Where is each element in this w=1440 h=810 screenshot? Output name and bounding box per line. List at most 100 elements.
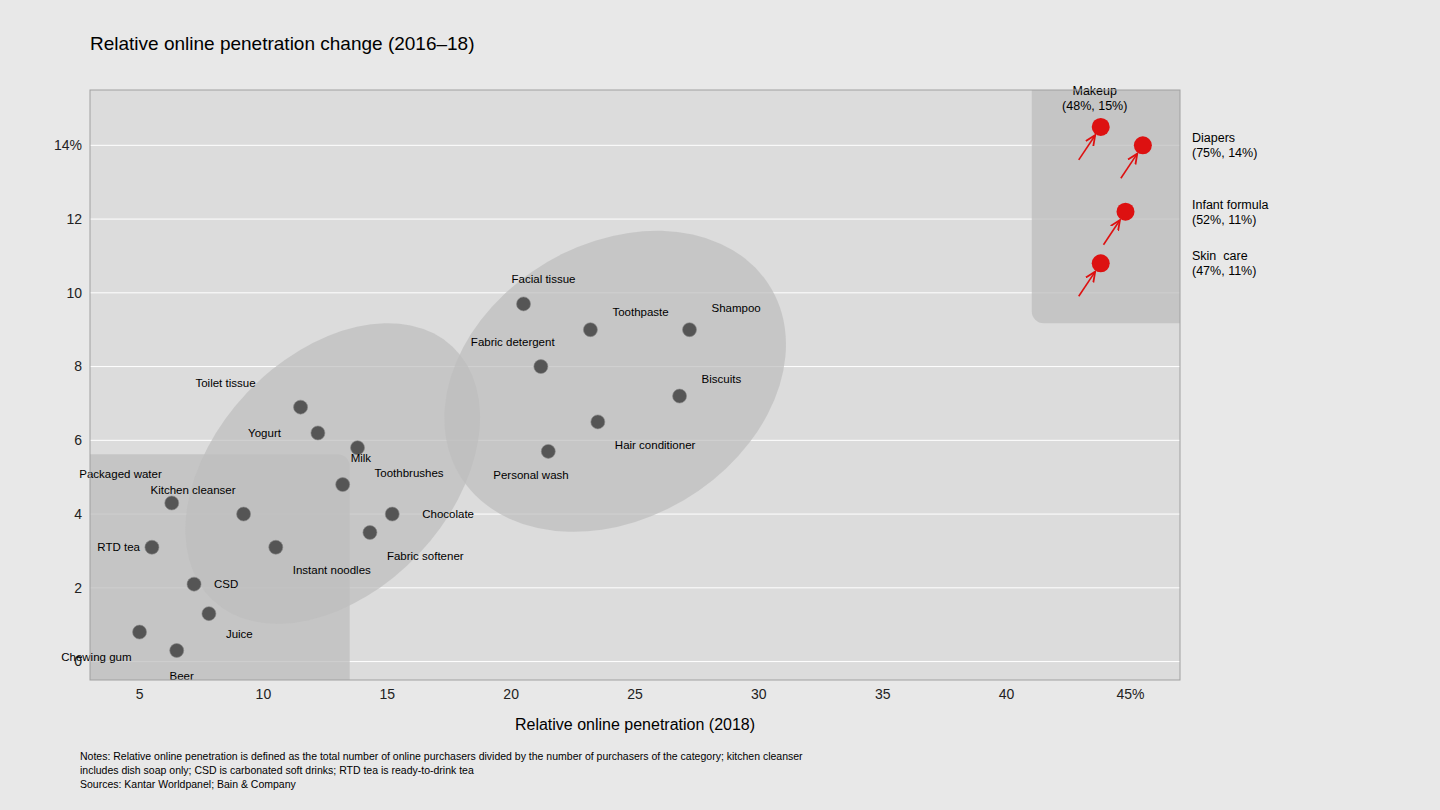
x-tick-label: 35 — [875, 686, 891, 702]
point — [294, 400, 308, 414]
text-line: 20 — [503, 686, 519, 702]
text-line: Milk — [351, 452, 372, 464]
cluster — [156, 264, 510, 680]
chart: 02468101214%51015202530354045%Chewing gu… — [0, 0, 1440, 810]
point-label: Shampoo — [712, 302, 761, 314]
point-label: Chocolate — [422, 508, 474, 520]
text-line: Toilet tissue — [195, 377, 255, 389]
text-line: 2 — [74, 580, 82, 596]
text-line: Toothbrushes — [375, 467, 444, 479]
x-tick-label: 30 — [751, 686, 767, 702]
point — [541, 444, 555, 458]
point-labels: Chewing gumBeerJuiceCSDRTD teaPackaged w… — [61, 84, 1268, 682]
point — [673, 389, 687, 403]
point-label: Juice — [226, 628, 253, 640]
y-tick-label: 4 — [74, 506, 82, 522]
point-label: Packaged water — [79, 468, 162, 480]
background — [0, 0, 1440, 810]
arrow — [1079, 272, 1095, 297]
point-label: Facial tissue — [512, 273, 576, 285]
point-label: Toothpaste — [612, 306, 668, 318]
plot-area — [90, 90, 1180, 680]
y-tick-label: 6 — [74, 432, 82, 448]
text-line: Instant noodles — [293, 564, 371, 576]
text-line: Makeup — [1072, 84, 1117, 98]
point — [583, 323, 597, 337]
text-line: Chocolate — [422, 508, 474, 520]
point-label: Biscuits — [702, 373, 742, 385]
y-tick-label: 8 — [74, 358, 82, 374]
x-tick-label: 20 — [503, 686, 519, 702]
point-label: Kitchen cleanser — [151, 484, 236, 496]
text-line: Kitchen cleanser — [151, 484, 236, 496]
highlight-point — [1092, 118, 1110, 136]
point — [202, 607, 216, 621]
text-line: Toothpaste — [612, 306, 668, 318]
point-label: Personal wash — [493, 469, 568, 481]
point-label: Instant noodles — [293, 564, 371, 576]
text-line: 8 — [74, 358, 82, 374]
x-tick-label: 45% — [1116, 686, 1144, 702]
text-line: 15 — [379, 686, 395, 702]
highlight-point — [1134, 136, 1152, 154]
x-axis-label: Relative online penetration (2018) — [515, 716, 755, 733]
highlight-label: Skin care(47%, 11%) — [1192, 249, 1256, 278]
plot-frame — [90, 90, 1180, 680]
y-tick-label: 12 — [66, 211, 82, 227]
point — [311, 426, 325, 440]
text-line: Shampoo — [712, 302, 761, 314]
text-line: CSD — [214, 578, 238, 590]
text-line: 5 — [136, 686, 144, 702]
arrow — [1079, 135, 1095, 160]
point — [269, 540, 283, 554]
point-label: Chewing gum — [61, 651, 131, 663]
point — [170, 644, 184, 658]
text-line: 4 — [74, 506, 82, 522]
point-label: Toothbrushes — [375, 467, 444, 479]
highlight-point — [1117, 203, 1135, 221]
point-label: Fabric softener — [387, 550, 464, 562]
point-label: Yogurt — [248, 427, 282, 439]
point-label: RTD tea — [97, 541, 140, 553]
x-tick-label: 5 — [136, 686, 144, 702]
x-tick-label: 10 — [256, 686, 272, 702]
note: includes dish soap only; CSD is carbonat… — [80, 764, 474, 776]
point — [683, 323, 697, 337]
text-line: 40 — [999, 686, 1015, 702]
note: Sources: Kantar Worldpanel; Bain & Compa… — [80, 778, 297, 790]
text-line: Skin care — [1192, 249, 1248, 263]
point — [534, 360, 548, 374]
y-tick-label: 10 — [66, 285, 82, 301]
point — [336, 478, 350, 492]
text-line: (75%, 14%) — [1192, 146, 1257, 160]
y-tick-label: 14% — [54, 137, 82, 153]
text-line: 45% — [1116, 686, 1144, 702]
point — [363, 526, 377, 540]
point — [591, 415, 605, 429]
text-line: 10 — [66, 285, 82, 301]
point-label: CSD — [214, 578, 238, 590]
arrow — [1104, 220, 1120, 245]
arrow — [1121, 154, 1137, 179]
point — [517, 297, 531, 311]
text-line: Biscuits — [702, 373, 742, 385]
point — [237, 507, 251, 521]
point — [133, 625, 147, 639]
point — [145, 540, 159, 554]
y-tick-label: 2 — [74, 580, 82, 596]
grid-line — [90, 145, 1180, 146]
x-tick-label: 25 — [627, 686, 643, 702]
grid-line — [90, 219, 1180, 220]
point-label: Fabric detergent — [471, 336, 556, 348]
highlight-label: Diapers(75%, 14%) — [1192, 131, 1257, 160]
point — [385, 507, 399, 521]
text-line: (52%, 11%) — [1192, 213, 1256, 227]
text-line: 10 — [256, 686, 272, 702]
text-line: Fabric softener — [387, 550, 464, 562]
text-line: 25 — [627, 686, 643, 702]
x-tick-label: 40 — [999, 686, 1015, 702]
text-line: (48%, 15%) — [1062, 99, 1127, 113]
text-line: Facial tissue — [512, 273, 576, 285]
text-line: Yogurt — [248, 427, 282, 439]
text-line: (47%, 11%) — [1192, 264, 1256, 278]
